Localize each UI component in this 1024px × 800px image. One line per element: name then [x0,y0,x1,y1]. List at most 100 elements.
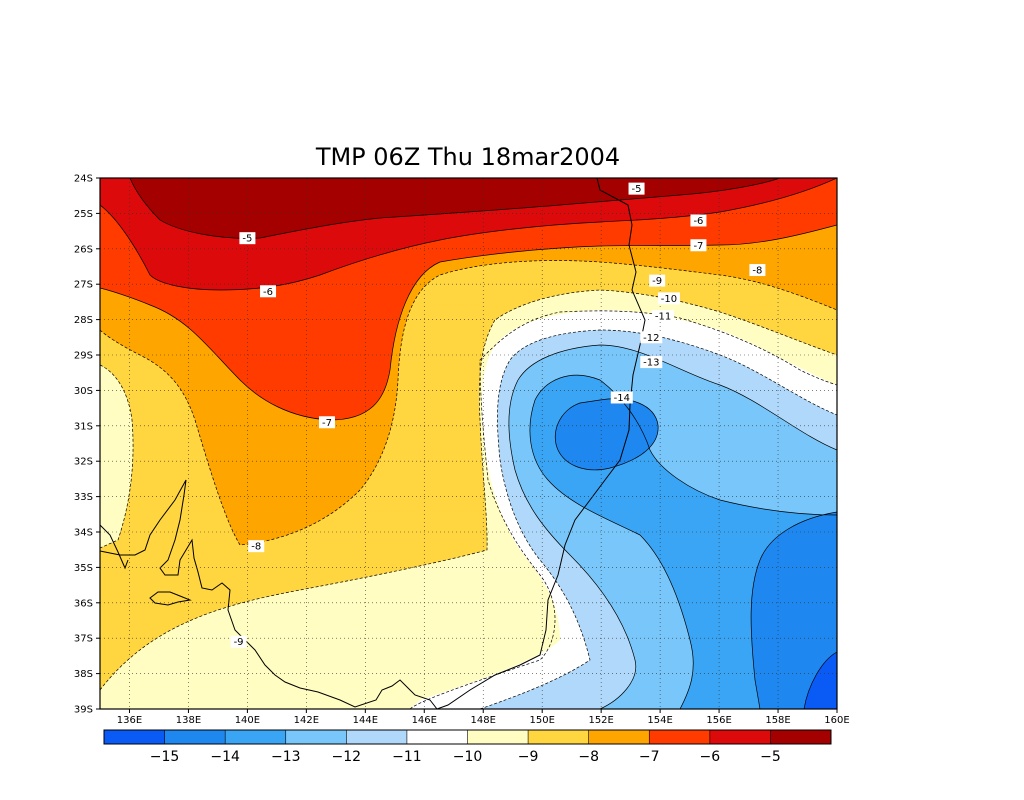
contour-label-bg [649,274,666,287]
contour-label-bg [230,635,247,648]
colorbar-swatch [346,730,408,744]
region-level-9-west [100,365,134,548]
y-tick-label: 34S [74,528,93,539]
gridlines [100,178,837,709]
contour-label: -11 [655,312,671,323]
colorbar-label: −7 [639,749,660,765]
contour-label: -6 [693,216,703,227]
contour-label-bg [640,356,663,369]
x-tick-label: 138E [176,715,201,726]
y-tick-label: 33S [74,492,93,503]
y-tick-label: 35S [74,563,93,574]
x-tick-label: 142E [294,715,319,726]
colorbar-swatch [406,730,468,744]
contour-label: -7 [322,418,332,429]
region-level-14 [751,512,837,709]
coastline-bass-strait [100,479,438,709]
contour-label: -9 [234,637,244,648]
x-tick-label: 136E [117,715,142,726]
y-tick-label: 31S [74,421,93,432]
x-tick-label: 140E [235,715,260,726]
contour-label: -12 [643,333,659,344]
contour-line-15 [803,651,837,709]
x-tick-label: 148E [471,715,496,726]
x-tick-label: 150E [529,715,554,726]
y-tick-label: 32S [74,457,93,468]
coastline-west-gulf [100,524,129,570]
y-tick-label: 29S [74,351,93,362]
region-level-4 [130,178,780,239]
colorbar-swatch [649,730,711,744]
colorbar-swatch [164,730,226,744]
colorbar-swatch [467,730,529,744]
y-tick-label: 36S [74,598,93,609]
y-tick-label: 25S [74,209,93,220]
contour-label: -5 [632,184,642,195]
region-level-14-core [555,398,659,470]
chart-title: TMP 06Z Thu 18mar2004 [315,143,620,171]
x-tick-label: 144E [353,715,378,726]
contour-line-9-west [100,364,134,549]
contour-label-bg [260,285,277,298]
contour-label-bg [318,416,335,429]
contour-label: -9 [652,276,662,287]
x-tick-label: 156E [706,715,731,726]
contour-line-12 [508,344,837,709]
x-tick-label: 154E [647,715,672,726]
colorbar: −15 −14 −13 −12 −11 −10 −9 −8 −7 −6 −5 [103,729,832,765]
colorbar-swatch [528,730,590,744]
colorbar-swatch [588,730,650,744]
contour-label: -10 [661,294,677,305]
contour-label-bg [248,540,265,553]
colorbar-swatch [104,730,166,744]
contour-label-bg [749,264,766,277]
colorbar-label: −13 [271,749,301,765]
y-tick-label: 27S [74,280,93,291]
contour-label: -5 [242,234,252,245]
colorbar-label: −6 [700,749,721,765]
contour-line-11 [479,329,837,709]
colorbar-swatch [709,730,771,744]
region-level-15 [804,652,837,709]
contour-label: -7 [693,241,703,252]
contour-label-bg [610,391,633,404]
contour-line-13 [529,374,837,709]
contour-label: -8 [251,542,261,553]
contour-label-bg [628,182,645,195]
y-tick-label: 24S [74,174,93,185]
y-axis: 24S 25S 26S 27S 28S 29S 30S 31S 32S 33S 34S 35S 36S 3… [74,174,100,716]
contour-label: -8 [752,266,762,277]
colorbar-label: −8 [578,749,599,765]
contour-line-14 [554,398,659,471]
colorbar-label: −9 [518,749,539,765]
contour-label: -6 [263,287,273,298]
contour-label-bg [690,214,707,227]
plot-frame [99,177,838,710]
colorbar-label: −10 [453,749,483,765]
x-tick-label: 146E [412,715,437,726]
contour-label-bg [239,232,256,245]
contour-line-14-east [750,511,837,709]
colorbar-swatch [285,730,347,744]
contour-lines [100,178,837,709]
y-tick-label: 37S [74,634,93,645]
colorbar-swatch [770,730,832,744]
y-tick-label: 38S [74,669,93,680]
colorbar-label: −14 [210,749,240,765]
x-axis: 136E 138E 140E 142E 144E 146E 148E 150E 152E 154E… [117,709,850,726]
contour-label-bg [690,239,707,252]
contour-line-6 [100,178,837,291]
y-tick-label: 26S [74,244,93,255]
colorbar-swatch [225,730,287,744]
colorbar-label: −5 [760,749,781,765]
contour-label-layer: -5 -5 -6 -6 -7 -7 -8 -8 -9 -9 -10 -11 -12 -13 -14 [230,182,766,648]
coastline-east-australia [436,178,646,709]
contour-label-bg [657,292,680,305]
y-tick-label: 39S [74,705,93,716]
colorbar-label: −15 [150,749,180,765]
contour-label: -14 [614,393,630,404]
coastline [100,178,646,709]
x-tick-label: 152E [588,715,613,726]
contour-label: -13 [643,358,659,369]
colorbar-label: −12 [332,749,362,765]
